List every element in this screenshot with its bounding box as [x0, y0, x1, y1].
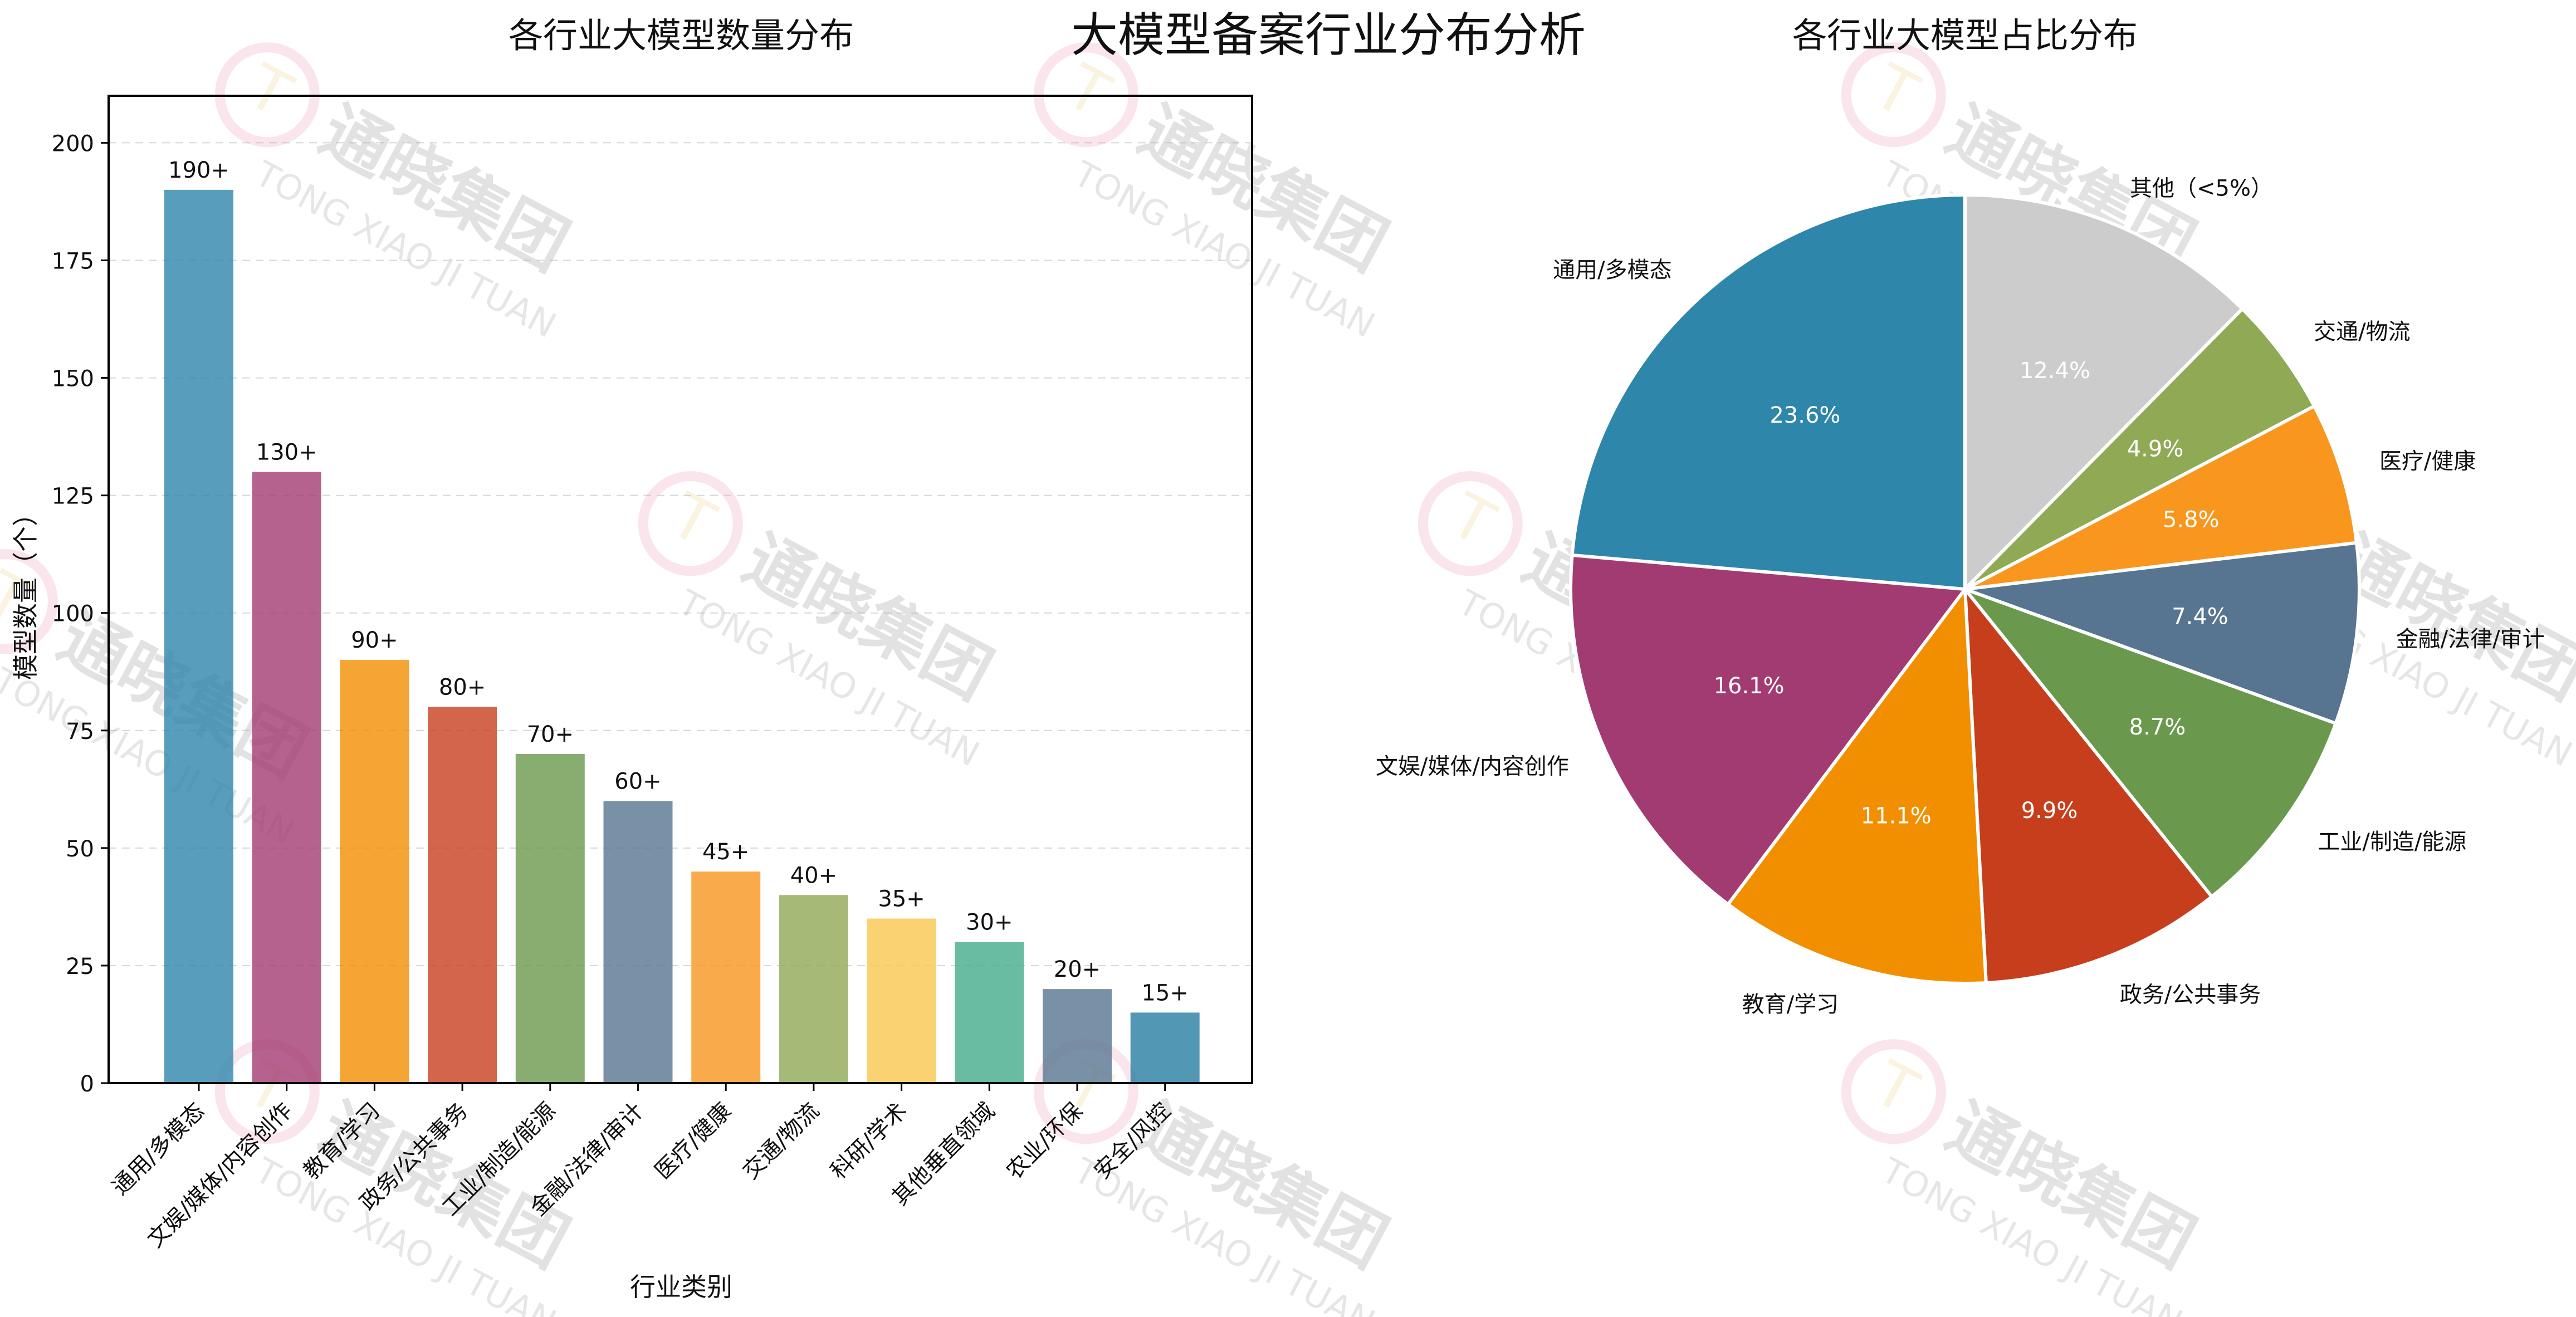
pie-slice-5: [1959, 585, 2338, 899]
bar-value-label: 60+: [614, 768, 661, 794]
pie-category-label: 政务/公共事务: [2120, 982, 2261, 1008]
pie-category-label: 交通/物流: [2314, 319, 2410, 345]
bar-6: [603, 801, 673, 1083]
bar-series: 190+ 130+ 90+ 80+ 70+ 60+ 45+ 40+ 35+ 30+ 20+ 15+: [164, 158, 1200, 1083]
pie-slice-4: [1964, 541, 2361, 726]
pie-category-label: 教育/学习: [1742, 992, 1839, 1017]
pie-slice-2: [1963, 306, 2317, 591]
watermark-logo-icon: [1841, 42, 1946, 148]
watermark-logo-icon: [1033, 42, 1138, 148]
pie-category-label: 工业/制造/能源: [2318, 829, 2466, 855]
pie-percent-label: 12.4%: [2020, 358, 2090, 384]
bar-9: [867, 918, 936, 1083]
bar-value-label: 70+: [527, 722, 574, 747]
bar-y-tick-label: 150: [52, 366, 94, 392]
pie-slice-3: [1964, 404, 2359, 591]
bar-7: [691, 872, 761, 1083]
bar-1: [164, 189, 233, 1083]
bar-5: [515, 754, 585, 1083]
pie-category-label: 文娱/媒体/内容创作: [1376, 753, 1569, 779]
pie-percent-label: 11.1%: [1861, 803, 1932, 829]
bar-y-tick-label: 175: [52, 249, 94, 275]
pie-category-label: 其他（<5%）: [2130, 176, 2273, 202]
bar-y-tick-label: 125: [52, 484, 94, 510]
pie-percent-label: 8.7%: [2129, 714, 2186, 740]
pie-chart-title: 各行业大模型占比分布: [1792, 15, 2138, 56]
bar-y-tick-label: 50: [66, 836, 94, 862]
pie-category-label: 通用/多模态: [1553, 257, 1671, 283]
pie-category-label: 医疗/健康: [2379, 449, 2476, 474]
main-title: 大模型备案行业分布分析: [1071, 8, 1586, 62]
bar-x-axis-label: 行业类别: [630, 1272, 732, 1302]
bar-y-axis: 0 25 50 75 100 125 150 175 200: [52, 131, 109, 1097]
bar-4: [428, 707, 497, 1083]
bar-y-tick-label: 75: [66, 719, 94, 745]
pie-labels: 12.4% 其他（<5%） 4.9% 交通/物流 5.8% 医疗/健康 7.4% 金融/法律/…: [1376, 176, 2545, 1017]
bar-value-label: 80+: [439, 675, 486, 701]
pie-category-label: 金融/法律/审计: [2396, 626, 2545, 652]
bar-8: [779, 895, 848, 1083]
bar-11: [1043, 989, 1112, 1083]
bar-plot-frame: [107, 95, 1253, 1084]
bar-value-label: 20+: [1054, 957, 1101, 982]
watermark-logo-icon: [0, 549, 58, 654]
pie-slices: [1569, 193, 2361, 985]
pie-percent-label: 16.1%: [1714, 673, 1785, 699]
bar-2: [252, 472, 321, 1083]
bar-value-label: 30+: [966, 910, 1013, 936]
bar-value-label: 190+: [168, 158, 229, 183]
pie-slice-1: [1963, 193, 2245, 594]
bar-12: [1130, 1012, 1200, 1083]
pie-slice-6: [1963, 584, 2215, 985]
bar-y-tick-label: 100: [52, 601, 94, 627]
bar-y-tick-label: 25: [66, 954, 94, 980]
watermark-logo-icon: [1841, 1039, 1946, 1144]
pie-percent-label: 5.8%: [2163, 507, 2220, 532]
bar-y-axis-label: 模型数量（个）: [11, 501, 41, 680]
bar-value-label: 15+: [1141, 980, 1188, 1006]
pie-slice-9: [1570, 193, 1967, 591]
pie-chart: 各行业大模型占比分布 12.4% 其他（<5%） 4.9% 交通/物流 5.8% 医疗/健…: [1376, 15, 2545, 1017]
watermark-logo-icon: [1417, 471, 1523, 576]
bar-10: [955, 942, 1024, 1083]
pie-slice-8: [1569, 553, 1968, 907]
pie-percent-label: 23.6%: [1770, 403, 1840, 428]
bar-value-label: 130+: [256, 439, 317, 465]
bar-value-label: 40+: [790, 863, 837, 888]
bar-value-label: 90+: [351, 628, 398, 653]
bar-y-tick-label: 0: [80, 1071, 94, 1097]
watermark-logo-icon: [214, 42, 320, 148]
bar-3: [340, 660, 409, 1083]
bar-chart-title: 各行业大模型数量分布: [509, 15, 854, 56]
bar-y-tick-label: 200: [52, 131, 94, 156]
watermark-logo-icon: [638, 471, 743, 576]
pie-percent-label: 4.9%: [2127, 436, 2184, 462]
pie-slice-7: [1726, 584, 1988, 985]
pie-percent-label: 9.9%: [2021, 798, 2078, 824]
pie-percent-label: 7.4%: [2172, 604, 2228, 630]
bar-value-label: 35+: [878, 887, 925, 912]
bar-value-label: 45+: [702, 839, 749, 865]
